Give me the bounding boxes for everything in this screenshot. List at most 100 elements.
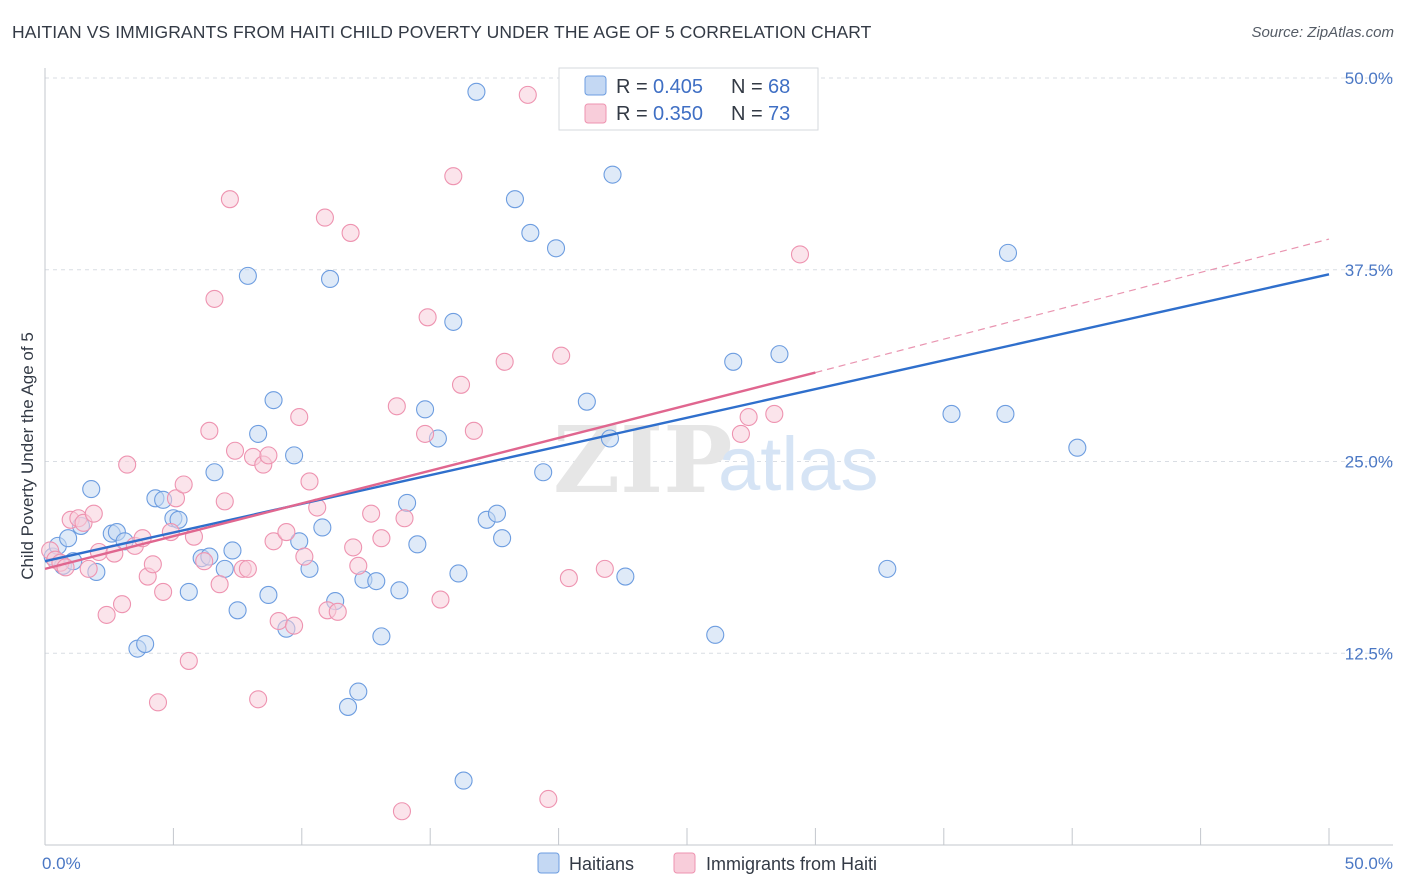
y-tick-label-1: 25.0% — [1345, 453, 1393, 472]
point-s2-57 — [416, 424, 435, 443]
point-s1-48 — [467, 82, 486, 101]
point-s1-59 — [616, 567, 635, 586]
point-s1-26 — [259, 585, 278, 605]
point-s1-58 — [603, 165, 622, 184]
series-legend-swatch-immigrants — [673, 852, 696, 874]
point-s2-18 — [148, 693, 168, 712]
point-s1-20 — [205, 463, 224, 482]
point-s2-65 — [539, 789, 558, 809]
point-s1-6 — [82, 480, 101, 499]
point-s1-64 — [942, 404, 961, 423]
series-legend-swatch-haitians — [537, 852, 560, 874]
point-s1-42 — [408, 535, 427, 554]
point-s2-8 — [84, 504, 103, 523]
point-s2-39 — [269, 611, 288, 631]
point-s2-22 — [174, 475, 193, 494]
point-s2-73 — [790, 245, 810, 264]
legend-n-label-1: N = — [731, 76, 763, 98]
legend-n-value-2: 73 — [768, 103, 790, 125]
point-s2-53 — [372, 529, 391, 548]
point-s2-50 — [344, 538, 363, 557]
point-s2-54 — [387, 397, 406, 416]
point-s2-40 — [277, 523, 296, 542]
point-s1-12 — [136, 634, 155, 654]
point-s2-7 — [79, 559, 98, 578]
point-s1-67 — [1068, 438, 1087, 457]
point-s2-30 — [220, 190, 239, 209]
x-tick-label-max: 50.0% — [1345, 854, 1393, 873]
point-s1-46 — [449, 564, 468, 583]
point-s2-72 — [765, 404, 784, 423]
point-s1-24 — [238, 266, 257, 285]
point-s1-61 — [724, 352, 743, 371]
point-s2-63 — [495, 352, 514, 371]
point-s1-63 — [878, 559, 897, 578]
series-immigrants-points — [41, 85, 810, 821]
point-s1-60 — [706, 625, 725, 644]
point-s1-3 — [59, 529, 78, 548]
legend-swatch-haitians — [584, 75, 607, 96]
point-s1-22 — [223, 541, 242, 560]
source-label: Source: ZipAtlas.com — [1251, 24, 1394, 41]
point-s2-37 — [259, 446, 278, 465]
point-s2-10 — [97, 605, 116, 624]
point-s1-50 — [487, 504, 507, 523]
point-s1-32 — [313, 518, 332, 537]
point-s2-35 — [249, 690, 268, 709]
point-s1-51 — [493, 529, 512, 548]
point-s2-69 — [595, 559, 614, 578]
trend-line-s2 — [44, 371, 816, 571]
point-s2-38 — [264, 532, 283, 551]
point-s2-66 — [552, 346, 571, 365]
stats-legend: R = 0.405 N = 68 R = 0.350 N = 73 — [558, 67, 819, 131]
point-s2-60 — [444, 167, 463, 186]
point-s2-64 — [518, 85, 537, 104]
legend-r-label-2: R = — [616, 103, 648, 125]
point-s2-44 — [300, 472, 319, 491]
legend-r-value-1: 0.405 — [653, 76, 703, 98]
point-s2-52 — [362, 504, 381, 523]
point-s1-62 — [770, 345, 789, 364]
point-s1-45 — [444, 312, 463, 331]
point-s2-62 — [464, 421, 483, 440]
point-s2-70 — [731, 424, 750, 443]
point-s1-23 — [228, 601, 247, 620]
point-s2-13 — [118, 455, 137, 474]
point-s2-17 — [143, 555, 162, 574]
point-s2-9 — [89, 542, 108, 562]
point-s1-66 — [998, 243, 1018, 262]
point-s2-42 — [290, 407, 309, 427]
series-haitians-points — [43, 82, 1087, 790]
legend-n-value-1: 68 — [768, 76, 790, 98]
point-s1-40 — [390, 581, 409, 600]
point-s2-26 — [200, 421, 219, 440]
trend-extension-s2 — [815, 238, 1330, 374]
point-s1-33 — [320, 269, 340, 289]
trend-lines — [44, 238, 1330, 571]
point-s2-31 — [225, 441, 245, 460]
point-s2-56 — [395, 509, 414, 528]
point-s1-56 — [577, 392, 596, 411]
point-s1-54 — [534, 463, 553, 482]
x-axis-ticks — [44, 828, 1330, 845]
point-s2-41 — [285, 616, 304, 635]
point-s2-27 — [205, 289, 224, 308]
chart-title: HAITIAN VS IMMIGRANTS FROM HAITI CHILD P… — [12, 22, 872, 42]
point-s1-27 — [264, 391, 283, 410]
point-s2-49 — [341, 223, 360, 242]
point-s2-51 — [349, 556, 368, 575]
point-s2-43 — [295, 547, 314, 566]
trend-line-s1 — [44, 273, 1330, 563]
y-tick-labels: 12.5% 25.0% 37.5% 50.0% — [1345, 69, 1393, 663]
point-s2-71 — [739, 407, 758, 427]
legend-r-value-2: 0.350 — [653, 103, 703, 125]
point-s2-23 — [179, 651, 198, 670]
point-s1-35 — [338, 697, 358, 716]
point-s1-41 — [398, 493, 417, 512]
point-s2-48 — [328, 602, 347, 621]
x-tick-label-min: 0.0% — [42, 854, 81, 873]
legend-swatch-immigrants — [584, 103, 607, 124]
point-s1-25 — [249, 424, 268, 443]
point-s2-21 — [166, 489, 186, 508]
point-s2-33 — [238, 559, 257, 578]
